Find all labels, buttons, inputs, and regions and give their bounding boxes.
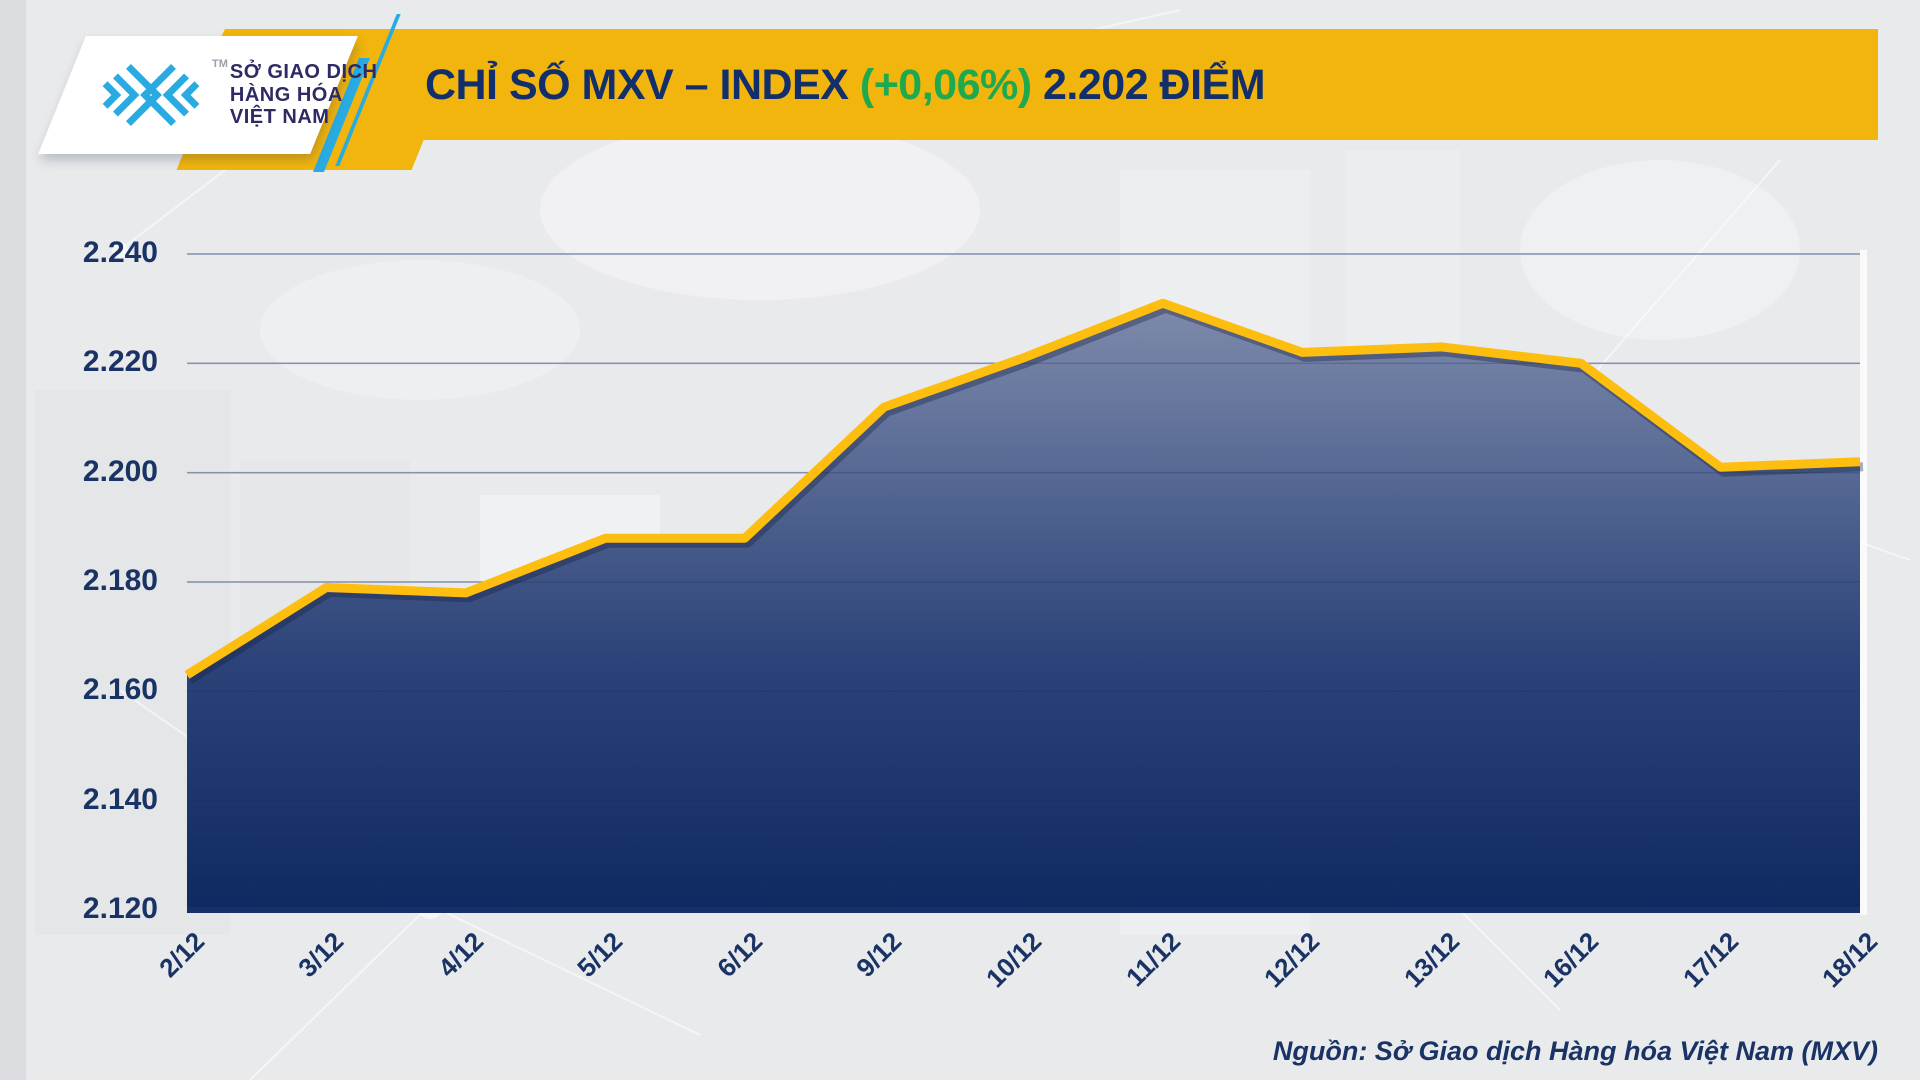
gridlines-over-fill [187,253,1860,802]
y-tick-label: 2.120 [82,892,158,925]
mxv-logo-mark-icon [102,63,200,127]
title-index-value: 2.202 ĐIỂM [1043,61,1266,109]
area-fill [187,303,1860,910]
mxv-logo: TM SỞ GIAO DỊCH HÀNG HÓA VIỆT NAM [38,36,377,154]
title-change-percent: (+0,06%) [848,61,1043,109]
title-index-name: CHỈ SỐ MXV – INDEX [424,61,849,109]
y-tick-label: 2.160 [82,673,158,707]
index-line [184,298,1861,679]
y-tick-label: 2.200 [82,454,158,488]
y-tick-label: 2.220 [82,345,158,379]
y-tick-label: 2.140 [82,782,158,816]
source-note: Nguồn: Sở Giao dịch Hàng hóa Việt Nam (M… [1272,1036,1878,1066]
page-title: CHỈ SỐ MXV – INDEX (+0,06%) 2.202 ĐIỂM [265,41,1425,129]
y-tick-label: 2.180 [82,564,158,597]
title-banner [170,29,1878,140]
y-tick-label: 2.240 [82,236,158,269]
